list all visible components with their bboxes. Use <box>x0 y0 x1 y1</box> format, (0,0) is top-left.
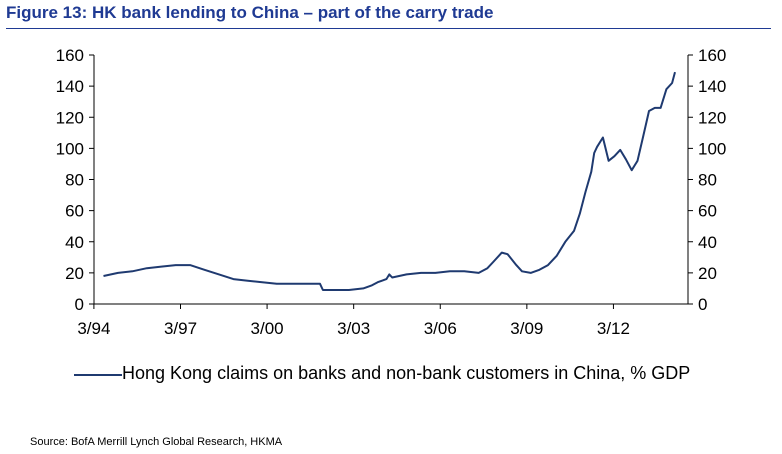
y-tick-label-left: 140 <box>56 77 84 96</box>
y-tick-label-right: 0 <box>698 295 707 314</box>
x-tick-label: 3/09 <box>510 319 543 338</box>
y-tick-label-left: 100 <box>56 139 84 158</box>
y-tick-label-left: 60 <box>65 202 84 221</box>
y-tick-label-right: 40 <box>698 233 717 252</box>
legend-swatch <box>74 374 122 376</box>
y-tick-label-right: 100 <box>698 139 726 158</box>
y-tick-label-right: 20 <box>698 264 717 283</box>
y-tick-label-right: 140 <box>698 77 726 96</box>
y-tick-label-left: 20 <box>65 264 84 283</box>
title-divider <box>6 28 771 29</box>
y-tick-label-right: 160 <box>698 46 726 65</box>
chart-axes <box>89 54 693 309</box>
y-tick-label-left: 0 <box>75 295 84 314</box>
y-tick-label-right: 80 <box>698 171 717 190</box>
y-tick-label-left: 120 <box>56 108 84 127</box>
chart-series-group <box>103 71 676 291</box>
series-line <box>103 71 676 291</box>
x-tick-label: 3/06 <box>424 319 457 338</box>
x-tick-label: 3/94 <box>77 319 110 338</box>
figure-title: Figure 13: HK bank lending to China – pa… <box>6 3 494 22</box>
y-tick-label-left: 160 <box>56 46 84 65</box>
y-tick-label-left: 40 <box>65 233 84 252</box>
x-tick-label: 3/03 <box>337 319 370 338</box>
source-note: Source: BofA Merrill Lynch Global Resear… <box>30 436 283 448</box>
x-tick-label: 3/12 <box>597 319 630 338</box>
y-tick-label-right: 60 <box>698 202 717 221</box>
y-tick-label-right: 120 <box>698 108 726 127</box>
y-tick-label-left: 80 <box>65 171 84 190</box>
x-tick-label: 3/00 <box>251 319 284 338</box>
legend-label: Hong Kong claims on banks and non-bank c… <box>122 363 691 383</box>
chart-ticks: 0 0 20 20 40 40 60 60 80 80 100 100 120 120 140 140 160 1… <box>56 46 727 338</box>
x-tick-label: 3/97 <box>164 319 197 338</box>
